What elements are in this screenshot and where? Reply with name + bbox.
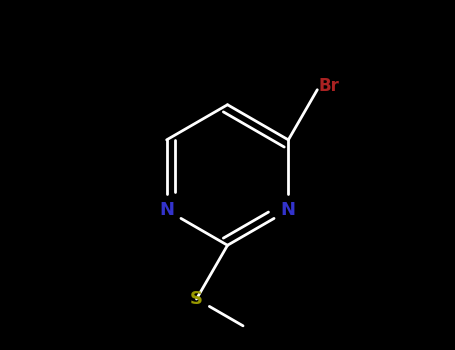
Text: Br: Br: [319, 77, 340, 96]
Text: N: N: [281, 201, 296, 219]
Text: S: S: [190, 290, 203, 308]
Text: N: N: [159, 201, 174, 219]
